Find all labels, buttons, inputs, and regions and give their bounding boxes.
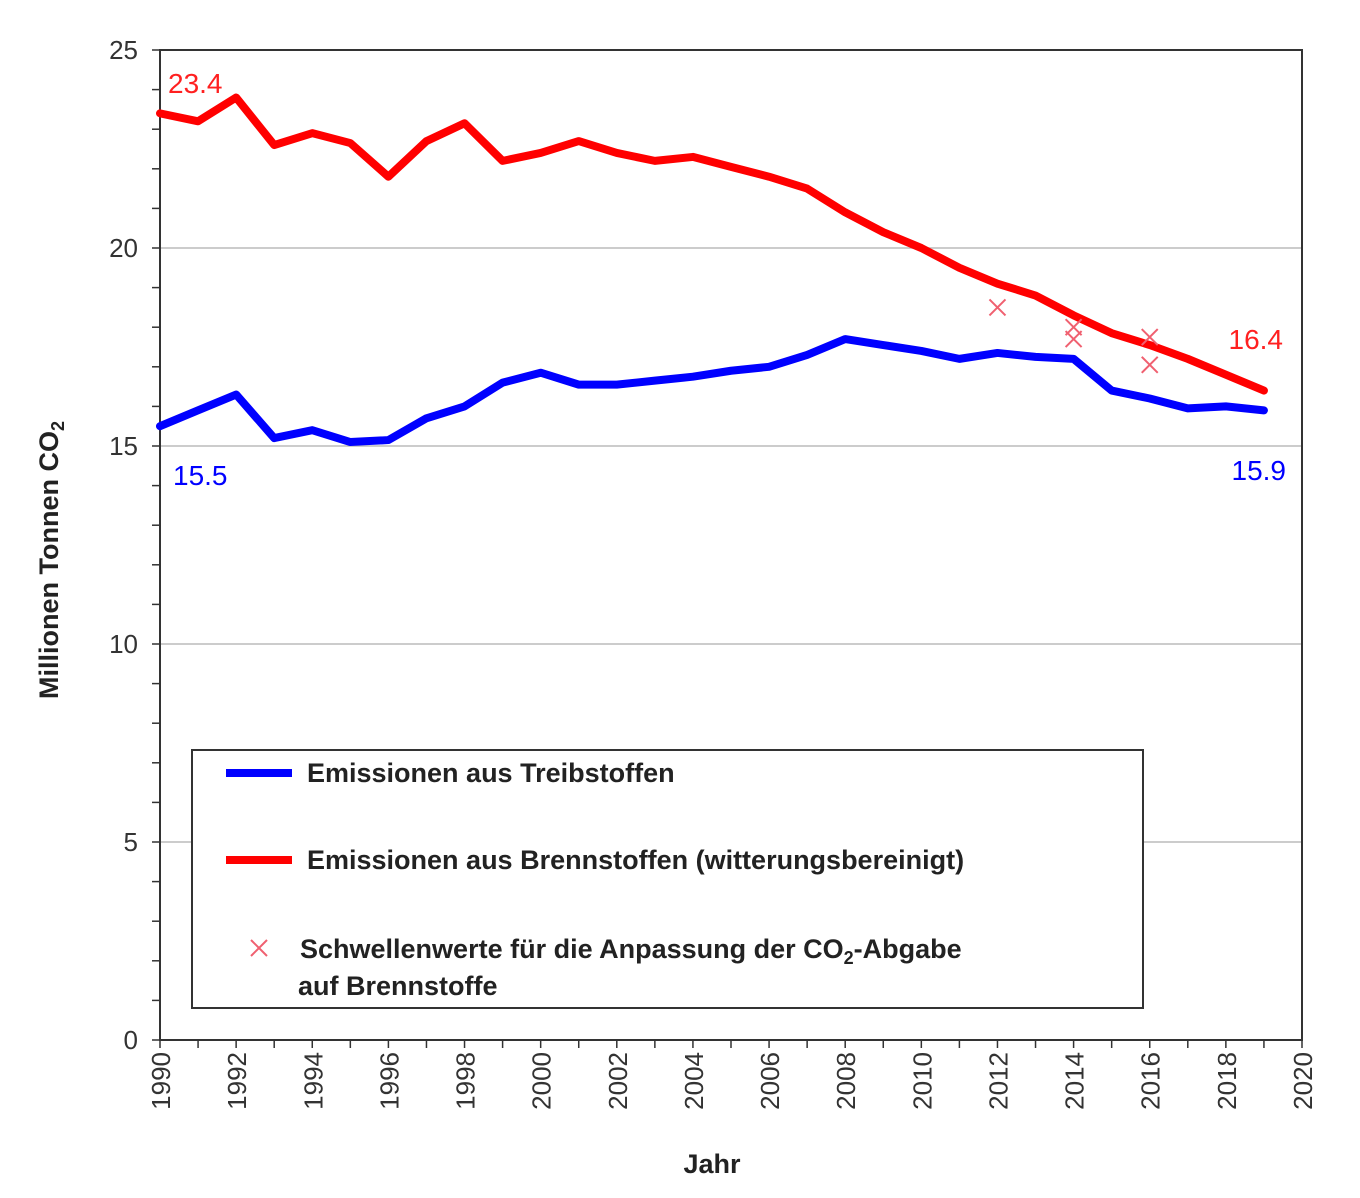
legend-box	[191, 749, 1144, 1009]
x-tick-label: 2012	[983, 1052, 1013, 1110]
threshold-markers	[988, 298, 1159, 374]
y-tick-label: 10	[109, 629, 138, 659]
legend-label-brennstoffen: Emissionen aus Brennstoffen (witterungsb…	[307, 845, 964, 875]
x-tick-label: 2020	[1288, 1052, 1318, 1110]
series-lines	[156, 93, 1268, 447]
y-tick-label: 25	[109, 35, 138, 65]
threshold-marker	[1141, 356, 1159, 374]
x-tick-label: 1992	[222, 1052, 252, 1110]
data-label: 23.4	[168, 68, 223, 99]
data-label: 15.9	[1232, 455, 1287, 486]
series-line-treibstoffen	[156, 335, 1268, 447]
data-label: 16.4	[1229, 324, 1284, 355]
x-tick-label: 2004	[679, 1052, 709, 1110]
threshold-marker	[1064, 330, 1083, 348]
axes: 0 5 10 15 20 25 1990 1992 1994 1996 1998 2000 2002 20…	[109, 35, 1318, 1110]
data-labels: 15.5 15.9 23.4 16.4	[168, 68, 1286, 491]
legend-label-schwellenwerte-line2: auf Brennstoffe	[298, 971, 498, 1001]
y-tick-label: 15	[109, 431, 138, 461]
x-tick-label: 2014	[1060, 1052, 1090, 1110]
legend: Emissionen aus Treibstoffen Emissionen a…	[191, 749, 1144, 1009]
x-tick-label: 2008	[831, 1052, 861, 1110]
x-tick-label: 2002	[603, 1052, 633, 1110]
x-tick-label: 2010	[907, 1052, 937, 1110]
data-label: 15.5	[173, 460, 228, 491]
y-tick-label: 0	[124, 1025, 138, 1055]
x-tick-label: 1990	[146, 1052, 176, 1110]
x-tick-label: 2018	[1212, 1052, 1242, 1110]
series-line-brennstoffen	[156, 93, 1268, 395]
x-tick-label: 2000	[527, 1052, 557, 1110]
x-tick-label: 1998	[451, 1052, 481, 1110]
threshold-marker	[1141, 328, 1159, 346]
x-tick-label: 1994	[298, 1052, 328, 1110]
y-axis-label: Millionen Tonnen CO2	[34, 421, 68, 699]
legend-label-treibstoffen: Emissionen aus Treibstoffen	[307, 758, 675, 788]
threshold-marker	[988, 298, 1007, 317]
y-tick-label: 20	[109, 233, 138, 263]
x-tick-label: 2016	[1136, 1052, 1166, 1110]
x-tick-label: 1996	[374, 1052, 404, 1110]
legend-marker-icon	[250, 939, 268, 957]
y-tick-label: 5	[124, 827, 138, 857]
x-axis-label: Jahr	[683, 1149, 741, 1179]
legend-label-schwellenwerte: Schwellenwerte für die Anpassung der CO2…	[300, 934, 962, 968]
x-tick-label: 2006	[755, 1052, 785, 1110]
